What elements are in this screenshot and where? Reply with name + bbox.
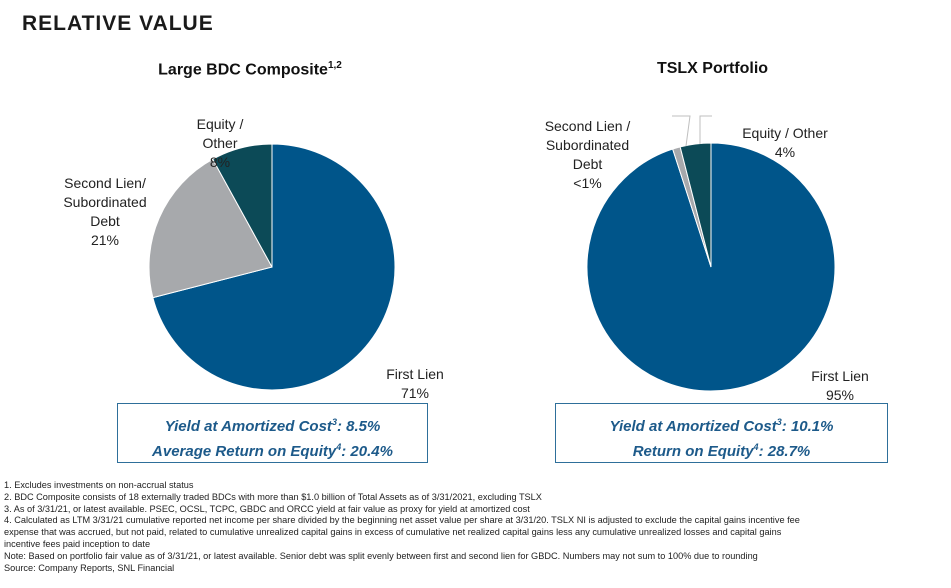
yield-left-line2-sup: 4: [336, 442, 342, 452]
yield-left-line1-value: : 8.5%: [336, 418, 381, 435]
yield-box-left: Yield at Amortized Cost3: 8.5% Average R…: [117, 403, 428, 463]
slice-label-right-first-lien-pct: 95%: [825, 387, 855, 403]
footnote-1: 1. Excludes investments on non-accrual s…: [4, 480, 194, 490]
pie-slice-left-equity: [212, 143, 273, 268]
slice-label-right-equity-name: Equity / Other: [742, 125, 828, 141]
slice-label-right-first-lien: First Lien 95%: [790, 348, 890, 424]
yield-right-line1-value: : 10.1%: [781, 418, 834, 435]
slice-label-right-second-lien-pct: <1%: [573, 175, 602, 191]
yield-right-line2-text: Return on Equity: [632, 443, 754, 460]
footnote-3: 3. As of 3/31/21, or latest available. P…: [4, 503, 530, 514]
slice-label-left-equity: Equity / Other 8%: [160, 96, 280, 191]
yield-right-line2-value: : 28.7%: [758, 443, 811, 460]
slice-label-left-first-lien-name: First Lien: [386, 366, 444, 382]
leader-line-right-equity: [699, 115, 712, 144]
yield-left-line2-value: : 20.4%: [341, 443, 393, 460]
chart-title-left-text: Large BDC Composite: [158, 61, 328, 79]
slice-label-left-first-lien-pct: 71%: [400, 385, 430, 401]
yield-box-left-line1: Yield at Amortized Cost3: 8.5%: [118, 412, 427, 437]
yield-box-right: Yield at Amortized Cost3: 10.1% Return o…: [555, 403, 888, 463]
slice-label-right-second-lien: Second Lien / Subordinated Debt <1%: [525, 98, 650, 212]
pie-slice-left-first-lien: [152, 143, 396, 391]
page-title: RELATIVE VALUE: [22, 12, 214, 35]
footnote-4: 4. Calculated as LTM 3/31/21 cumulative …: [4, 515, 800, 526]
footnote-4-cont-1: expense that was accrued, but not paid, …: [4, 527, 782, 538]
yield-left-line1-text: Yield at Amortized Cost: [164, 418, 332, 435]
yield-right-line1-sup: 3: [776, 417, 782, 427]
chart-title-left-sup: 1,2: [327, 60, 342, 71]
yield-box-right-line1: Yield at Amortized Cost3: 10.1%: [556, 412, 887, 437]
yield-box-left-line2: Average Return on Equity4: 20.4%: [118, 437, 427, 462]
yield-left-line1-sup: 3: [331, 417, 337, 427]
footnote-note: Note: Based on portfolio fair value as o…: [4, 550, 758, 561]
yield-right-line2-sup: 4: [753, 442, 759, 452]
pie-slice-left-second-lien: [148, 158, 273, 299]
footnote-source: Source: Company Reports, SNL Financial: [4, 562, 175, 573]
footnote-2: 2. BDC Composite consists of 18 external…: [4, 491, 542, 502]
chart-title-left: Large BDC Composite1,2: [110, 60, 390, 79]
footnote-4-cont-2: incentive fees paid inception to date: [4, 538, 151, 549]
yield-box-right-line2: Return on Equity4: 28.7%: [556, 437, 887, 462]
slice-label-left-second-lien: Second Lien/ Subordinated Debt 21%: [40, 155, 170, 269]
chart-title-right-text: TSLX Portfolio: [656, 60, 769, 77]
slice-label-right-equity: Equity / Other 4%: [725, 105, 845, 181]
slice-label-left-first-lien: First Lien 71%: [365, 346, 465, 422]
footnotes: 1. Excludes investments on non-accrual s…: [4, 480, 944, 574]
chart-title-right: TSLX Portfolio: [580, 60, 845, 78]
slice-label-left-second-lien-pct: 21%: [90, 232, 120, 248]
yield-left-line2-text: Average Return on Equity: [152, 443, 337, 460]
slice-label-right-first-lien-name: First Lien: [811, 368, 869, 384]
yield-right-line1-text: Yield at Amortized Cost: [609, 418, 777, 435]
slice-label-left-second-lien-name: Second Lien/ Subordinated Debt: [63, 175, 147, 229]
slice-label-left-equity-pct: 8%: [209, 154, 231, 170]
slice-label-right-equity-pct: 4%: [774, 144, 796, 160]
pie-slice-right-equity: [679, 142, 712, 268]
slice-label-left-equity-name: Equity / Other: [196, 116, 244, 151]
slice-label-right-second-lien-name: Second Lien / Subordinated Debt: [544, 118, 631, 172]
leader-line-right-second-lien: [672, 115, 691, 147]
